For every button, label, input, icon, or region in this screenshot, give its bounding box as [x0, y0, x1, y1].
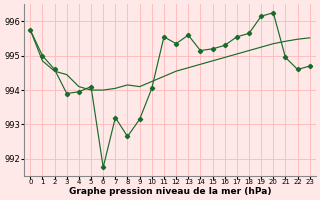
- X-axis label: Graphe pression niveau de la mer (hPa): Graphe pression niveau de la mer (hPa): [69, 187, 271, 196]
